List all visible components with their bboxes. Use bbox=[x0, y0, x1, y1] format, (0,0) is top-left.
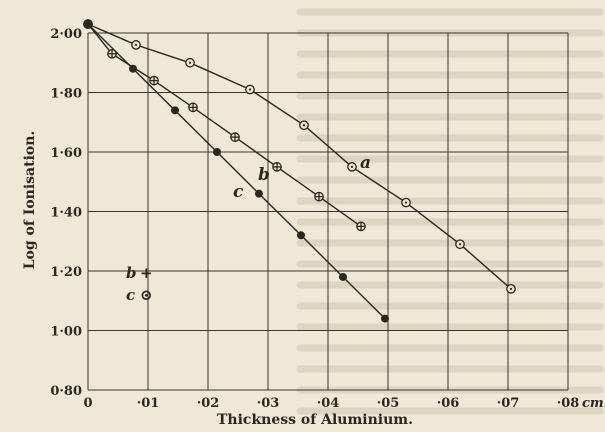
data-point-a bbox=[401, 197, 411, 208]
data-point-c bbox=[297, 231, 305, 240]
series-markers bbox=[83, 19, 516, 323]
data-point-a bbox=[131, 40, 141, 50]
data-point-a bbox=[455, 239, 465, 250]
data-point-c bbox=[171, 106, 179, 115]
y-tick-label: 1·20 bbox=[50, 265, 82, 280]
data-point-c bbox=[213, 148, 221, 156]
x-tick-label: ·08 bbox=[557, 396, 580, 411]
x-tick-label: ·03 bbox=[257, 396, 280, 411]
x-tick-label: 0 bbox=[83, 396, 92, 411]
data-point-b bbox=[230, 132, 240, 142]
x-tick-labels: 0 ·01 ·02 ·03 ·04 ·05 ·06 ·07 ·08 bbox=[83, 396, 579, 411]
legend: b + c ⊙ bbox=[126, 264, 153, 304]
data-point-b bbox=[272, 162, 282, 172]
data-point-b bbox=[356, 221, 366, 232]
data-point-c bbox=[129, 64, 137, 73]
legend-label-c: c bbox=[126, 286, 135, 304]
x-unit-label: cm. bbox=[582, 396, 605, 411]
x-tick-label: ·05 bbox=[377, 396, 400, 411]
data-point-c bbox=[255, 189, 263, 198]
curve-label-c: c bbox=[233, 182, 244, 202]
y-axis-label: Log of Ionisation. bbox=[22, 131, 38, 270]
data-point-b bbox=[107, 48, 117, 59]
data-point-c bbox=[381, 314, 389, 323]
x-axis-label: Thickness of Aluminium. bbox=[217, 412, 413, 428]
curve-labels: a bc bbox=[233, 153, 371, 202]
legend-symbol-c: ⊙ bbox=[140, 286, 153, 304]
data-point-c bbox=[84, 20, 92, 29]
x-tick-label: ·07 bbox=[497, 396, 520, 411]
data-point-b bbox=[188, 102, 198, 113]
background-page-text bbox=[296, 8, 604, 415]
series-line-c bbox=[87, 23, 386, 320]
data-point-b bbox=[314, 191, 324, 202]
data-point-b bbox=[149, 75, 159, 86]
y-tick-labels: 0·80 1·00 1·20 1·40 1·60 1·80 2·00 bbox=[50, 27, 82, 399]
data-point-a bbox=[506, 283, 516, 294]
data-point-a bbox=[185, 57, 195, 68]
x-tick-label: ·01 bbox=[137, 396, 160, 411]
y-tick-label: 1·40 bbox=[50, 206, 82, 221]
legend-symbol-b: + bbox=[140, 264, 153, 282]
x-tick-label: ·04 bbox=[317, 396, 340, 411]
x-tick-label: ·06 bbox=[437, 396, 460, 411]
curve-label-a: a bbox=[360, 153, 371, 173]
y-tick-label: 2·00 bbox=[50, 27, 82, 42]
data-point-a bbox=[299, 120, 309, 131]
curve-label-b: b bbox=[258, 165, 270, 185]
data-point-c bbox=[339, 272, 347, 281]
data-point-a bbox=[245, 84, 255, 95]
y-tick-label: 1·60 bbox=[50, 146, 82, 161]
data-point-a bbox=[347, 162, 357, 172]
x-tick-label: ·02 bbox=[197, 396, 220, 411]
legend-label-b: b bbox=[126, 264, 137, 282]
y-tick-label: 1·00 bbox=[50, 325, 82, 340]
y-tick-label: 0·80 bbox=[50, 384, 82, 399]
y-tick-label: 1·80 bbox=[50, 87, 82, 102]
grid bbox=[87, 32, 569, 391]
series-line-b bbox=[87, 23, 362, 227]
